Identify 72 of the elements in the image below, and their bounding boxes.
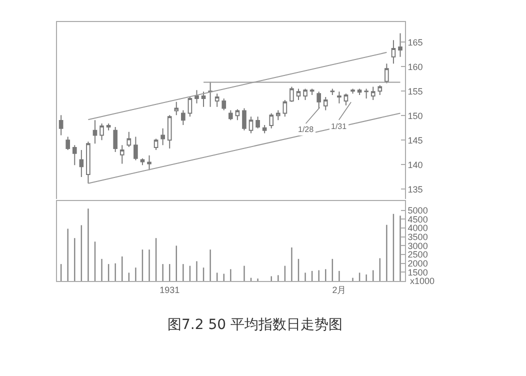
candlestick <box>92 120 98 144</box>
candlestick <box>242 108 246 131</box>
candlestick <box>248 116 254 134</box>
candlestick <box>222 98 226 111</box>
candlestick <box>357 88 362 96</box>
y-tick-label: 165 <box>408 37 423 48</box>
candlestick <box>86 141 90 184</box>
candlestick <box>120 144 124 164</box>
y-tick-label: 3500 <box>408 232 428 242</box>
candlestick <box>364 88 368 99</box>
candlestick <box>194 90 199 104</box>
candlestick <box>160 128 165 146</box>
y-tick-label: 135 <box>408 184 423 194</box>
y-tick-label: 155 <box>408 86 423 96</box>
y-tick-label: 3000 <box>408 240 428 251</box>
annotation: 1/28 <box>298 125 314 134</box>
y-tick-label: 160 <box>408 62 423 72</box>
candlestick <box>208 81 212 108</box>
candlestick <box>188 96 192 118</box>
candlestick <box>58 114 64 136</box>
candlestick <box>167 114 172 150</box>
candlestick <box>391 40 396 64</box>
candlestick <box>72 144 77 166</box>
candlestick <box>370 86 376 100</box>
y-tick-label: 2500 <box>408 250 428 260</box>
candlestick <box>384 63 389 84</box>
y-tick-label: 5000 <box>408 206 428 216</box>
candlestick <box>344 93 348 106</box>
candlestick <box>323 96 328 111</box>
candlestick <box>337 91 342 104</box>
candlestick <box>228 110 233 121</box>
candlestick <box>235 108 240 121</box>
y-tick-label: 1500 <box>408 267 428 278</box>
candlestick <box>126 131 132 148</box>
candlestick <box>282 99 288 118</box>
candlestick <box>256 116 260 129</box>
candlestick <box>147 154 152 171</box>
candlestick <box>276 110 280 121</box>
candlestick <box>79 149 84 178</box>
candlestick <box>154 138 158 150</box>
candlestick <box>330 88 335 96</box>
candlestick <box>303 88 308 100</box>
y-tick-label: 145 <box>408 135 423 146</box>
candlestick <box>201 91 206 108</box>
candlestick <box>174 101 179 116</box>
candlestick <box>378 84 382 96</box>
candlestick <box>66 136 70 150</box>
candlestick <box>106 123 111 131</box>
candlestick <box>100 123 104 141</box>
y-tick-label: 2000 <box>408 258 428 268</box>
candlestick <box>398 32 402 58</box>
y-tick-label: 4000 <box>408 223 428 234</box>
y-tick-label: 140 <box>408 160 423 170</box>
candlestick <box>296 88 301 100</box>
candlestick <box>140 158 145 166</box>
candlestick <box>350 88 355 94</box>
candlestick <box>310 88 314 96</box>
candlestick <box>113 126 118 152</box>
candlestick <box>214 93 220 108</box>
y-tick-label: 4500 <box>408 214 428 224</box>
x-tick-label: 2月 <box>332 284 346 295</box>
x-tick-label: 1931 <box>160 284 180 295</box>
y-tick-label: 150 <box>408 110 423 121</box>
candlestick <box>181 110 186 126</box>
text: 图7.2 50 平均指数日走势图 <box>166 316 344 334</box>
candlestick <box>134 136 138 161</box>
candlestick <box>290 86 294 102</box>
candlestick <box>269 112 274 129</box>
y-axis-title: x1000 <box>410 276 435 286</box>
annotation: 1/31 <box>331 122 348 131</box>
candlestick <box>262 124 267 134</box>
candlestick <box>316 91 322 109</box>
